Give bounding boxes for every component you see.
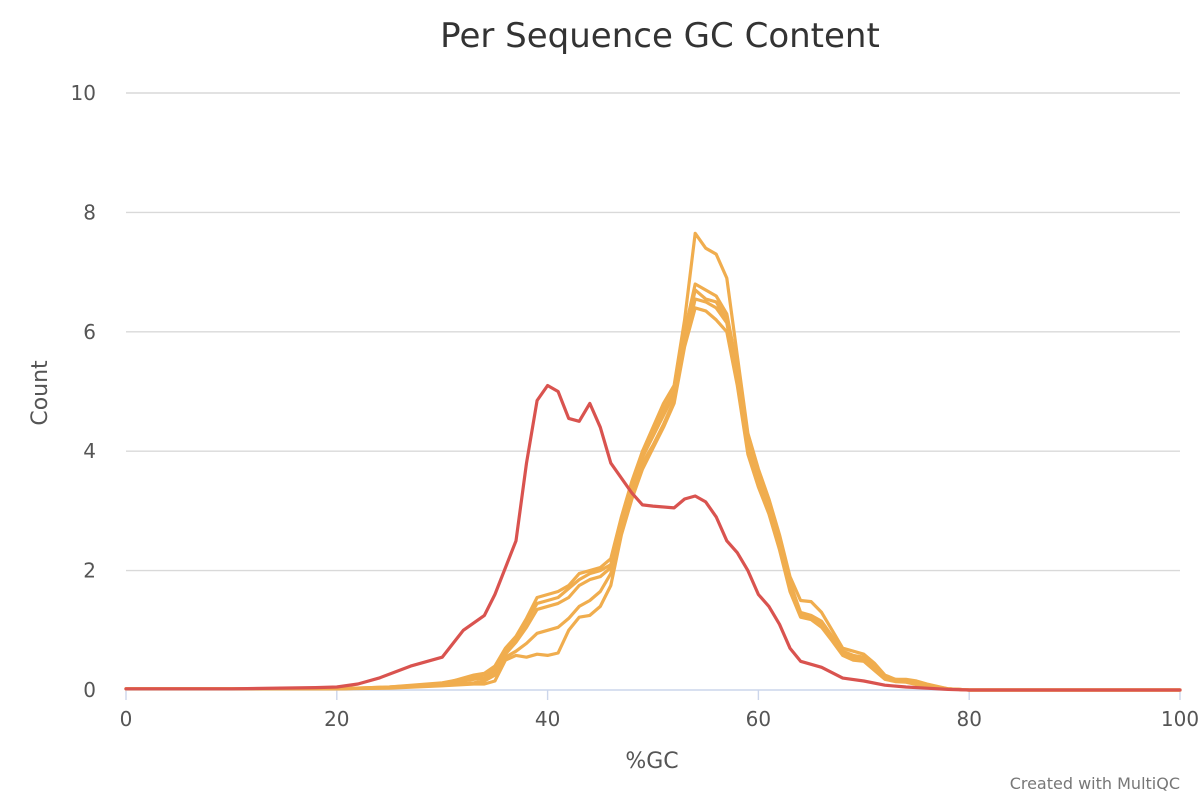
x-tick-label: 0	[120, 707, 133, 731]
x-tick-label: 60	[746, 707, 771, 731]
x-tick-label: 100	[1161, 707, 1199, 731]
x-tick-label: 40	[535, 707, 560, 731]
y-tick-label: 10	[71, 81, 96, 105]
series-line-warn-1[interactable]	[124, 231, 1182, 692]
y-tick-label: 2	[83, 559, 96, 583]
series-line-warn-2[interactable]	[124, 282, 1182, 692]
y-axis-label: Count	[28, 360, 53, 426]
y-tick-label: 8	[83, 200, 96, 224]
x-tick-label: 20	[324, 707, 349, 731]
y-tick-label: 4	[83, 439, 96, 463]
x-axis-label: %GC	[625, 749, 678, 774]
x-tick-label: 80	[956, 707, 981, 731]
chart-title: Per Sequence GC Content	[440, 16, 880, 56]
credit-text[interactable]: Created with MultiQC	[1010, 774, 1180, 793]
grid	[125, 92, 1181, 700]
series-line-warn-3[interactable]	[124, 288, 1182, 692]
series-line-warn-4[interactable]	[124, 297, 1182, 692]
series-line-warn-5[interactable]	[124, 306, 1182, 692]
series-group	[124, 231, 1182, 692]
series-line-fail-0[interactable]	[124, 383, 1182, 692]
y-tick-label: 6	[83, 320, 96, 344]
y-tick-label: 0	[83, 678, 96, 702]
